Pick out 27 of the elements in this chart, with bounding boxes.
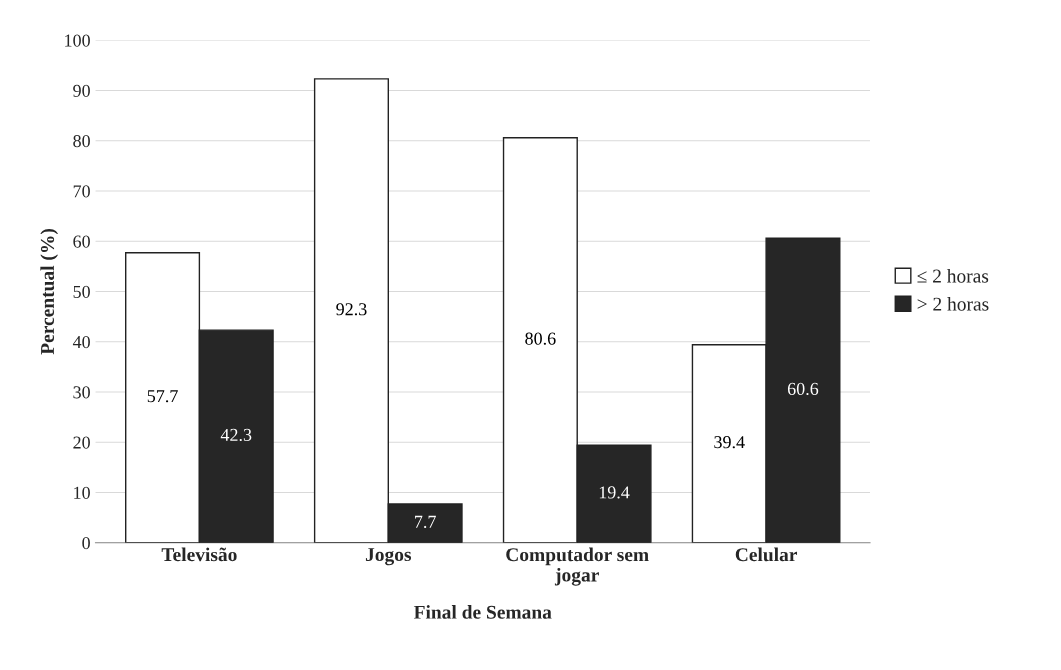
y-tick-label: 20 xyxy=(73,436,90,449)
y-tick-label: 100 xyxy=(65,34,90,47)
x-tick-label: Televisão xyxy=(161,547,237,562)
y-tick-label: 40 xyxy=(72,335,90,349)
x-axis-title: Final de Semana xyxy=(413,605,552,619)
data-label: 80.6 xyxy=(525,332,556,345)
legend-label: > 2 horas xyxy=(917,297,989,311)
data-label: 92.3 xyxy=(336,303,367,316)
data-label: 7.7 xyxy=(415,515,436,528)
data-label: 42.3 xyxy=(220,428,252,442)
x-tick-label: Celular xyxy=(735,547,798,562)
y-tick-label: 50 xyxy=(73,285,90,298)
y-tick-label: 80 xyxy=(73,134,90,148)
y-tick-label: 90 xyxy=(73,84,90,97)
y-tick-label: 10 xyxy=(74,486,90,499)
y-tick-label: 60 xyxy=(73,235,90,248)
data-label: 19.4 xyxy=(599,486,630,499)
y-tick-label: 30 xyxy=(73,386,90,399)
x-tick-label: Computador sem jogar xyxy=(506,547,649,586)
data-label: 39.4 xyxy=(714,436,745,449)
y-axis-title: Percentual (%) xyxy=(40,229,58,355)
x-tick-label: Jogos xyxy=(365,548,412,566)
y-tick-label: 0 xyxy=(82,536,90,550)
y-tick-label: 70 xyxy=(73,185,90,198)
legend-label: ≤ 2 horas xyxy=(917,268,989,283)
data-label: 57.7 xyxy=(147,390,178,403)
data-label: 60.6 xyxy=(787,382,819,396)
